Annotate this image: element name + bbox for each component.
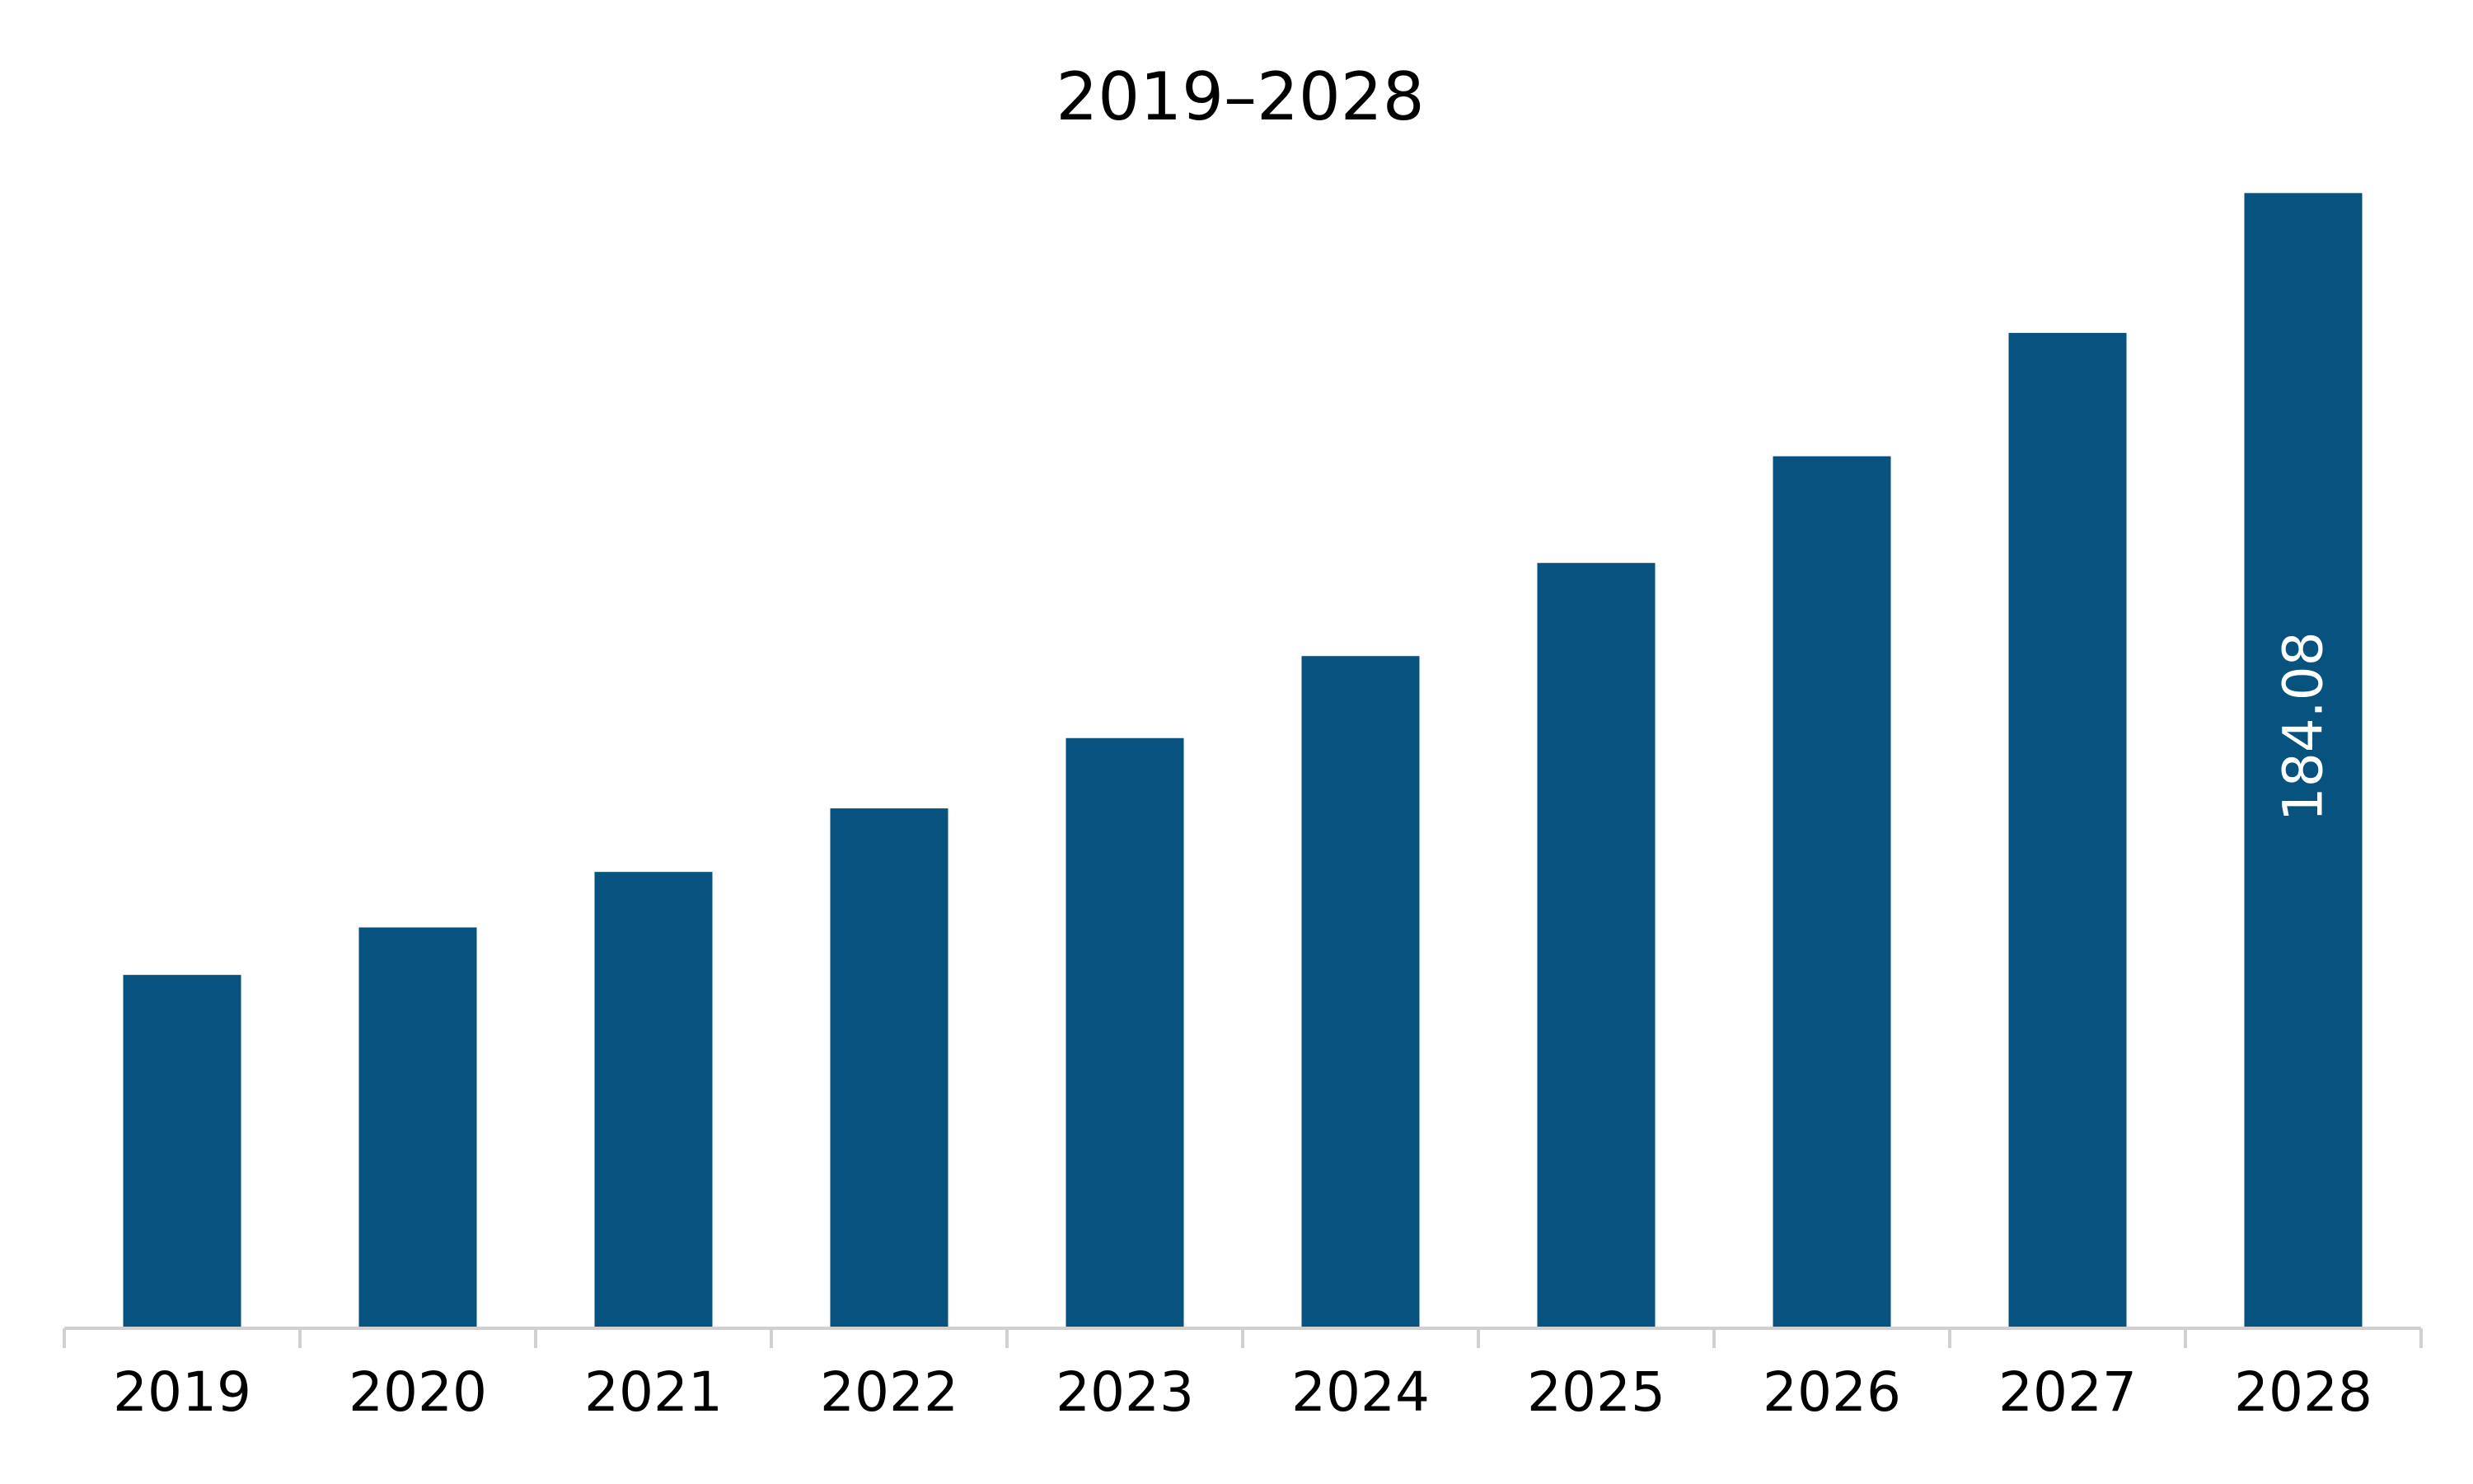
x-tick-label-2020: 2020 xyxy=(349,1360,487,1424)
bar-group xyxy=(123,193,2363,1329)
bar-2025 xyxy=(1537,563,1656,1328)
bar-2019 xyxy=(123,975,241,1328)
x-axis-ticks xyxy=(63,1328,2423,1348)
bar-2026 xyxy=(1773,456,1891,1328)
x-tick-label-2028: 2028 xyxy=(2234,1360,2372,1424)
data-label-2028: 184.08 xyxy=(2272,631,2335,822)
chart-title: 2019–2028 xyxy=(1056,59,1424,135)
bar-2023 xyxy=(1066,737,1184,1328)
bar-2021 xyxy=(594,872,713,1328)
x-tick-label-2026: 2026 xyxy=(1763,1360,1901,1424)
x-tick-label-2025: 2025 xyxy=(1527,1360,1665,1424)
x-tick-label-2019: 2019 xyxy=(113,1360,251,1424)
bar-2028 xyxy=(2244,193,2363,1329)
x-tick-label-2022: 2022 xyxy=(820,1360,958,1424)
data-label-group: 184.08 xyxy=(2272,631,2335,822)
x-tick-label-2027: 2027 xyxy=(1998,1360,2137,1424)
x-axis: 2019 2020 2021 2022 2023 2024 2025 2026 2027 2028 xyxy=(63,1327,2423,1424)
bar-2022 xyxy=(830,808,948,1328)
x-tick-label-2024: 2024 xyxy=(1291,1360,1430,1424)
bar-2020 xyxy=(358,927,477,1328)
x-axis-tick-labels: 2019 2020 2021 2022 2023 2024 2025 2026 2027 2028 xyxy=(113,1360,2372,1424)
x-tick-label-2023: 2023 xyxy=(1056,1360,1194,1424)
bar-2024 xyxy=(1301,656,1420,1328)
x-tick-label-2021: 2021 xyxy=(584,1360,723,1424)
bar-2027 xyxy=(2008,333,2127,1328)
